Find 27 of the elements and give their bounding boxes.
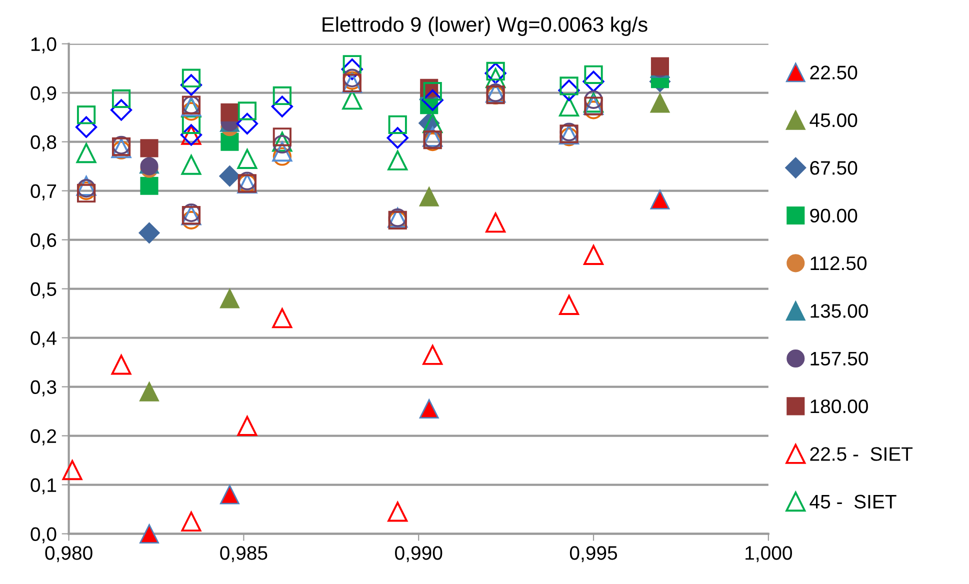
y-tick-label: 0,9 bbox=[30, 86, 56, 102]
y-tick-label: 1,0 bbox=[31, 37, 56, 54]
y-tick-label: 0,4 bbox=[30, 331, 56, 348]
legend-label: 180.00 bbox=[810, 399, 868, 414]
legend-label: 45.00 bbox=[810, 113, 858, 128]
x-tick-label: 0,995 bbox=[570, 546, 618, 562]
legend-label: 135.00 bbox=[810, 304, 868, 318]
legend-label: 22.50 bbox=[810, 66, 858, 80]
x-tick-label: 0,990 bbox=[395, 546, 442, 562]
legend-label: 90.00 bbox=[810, 208, 858, 222]
x-tick-label: 1,000 bbox=[746, 546, 792, 562]
y-tick-label: 0,1 bbox=[30, 478, 56, 494]
y-tick-label: 0,3 bbox=[30, 380, 56, 396]
legend-label: 157.50 bbox=[810, 352, 868, 366]
y-tick-label: 0,2 bbox=[30, 429, 56, 446]
legend-label: 22.5 - SIET bbox=[810, 447, 913, 461]
legend-label: 67.50 bbox=[810, 161, 858, 175]
x-tick-label: 0,980 bbox=[45, 546, 92, 562]
y-tick-label: 0,6 bbox=[30, 233, 56, 250]
legend-label: 45 - SIET bbox=[810, 494, 896, 509]
y-tick-label: 0,5 bbox=[30, 282, 56, 298]
y-tick-label: 0,8 bbox=[30, 135, 56, 152]
legend-label: 112.50 bbox=[810, 256, 867, 270]
x-tick-label: 0,985 bbox=[220, 546, 268, 562]
y-tick-label: 0,0 bbox=[30, 527, 56, 544]
y-tick-label: 0,7 bbox=[30, 184, 56, 200]
chart-title: Elettrodo 9 (lower) Wg=0.0063 kg/s bbox=[322, 16, 648, 36]
